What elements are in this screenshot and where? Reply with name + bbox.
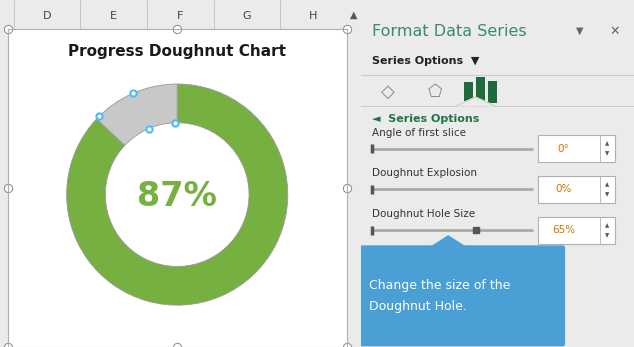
Text: ▲: ▲ <box>605 182 609 187</box>
Text: ◄  Series Options: ◄ Series Options <box>372 114 479 124</box>
FancyBboxPatch shape <box>476 77 485 107</box>
FancyBboxPatch shape <box>538 135 615 162</box>
FancyBboxPatch shape <box>347 245 565 346</box>
Text: ⬠: ⬠ <box>427 83 442 101</box>
Text: ▼: ▼ <box>605 193 609 197</box>
Text: Doughnut Hole Size: Doughnut Hole Size <box>372 210 475 219</box>
Text: G: G <box>243 11 251 21</box>
Text: F: F <box>177 11 183 21</box>
Text: ▲: ▲ <box>350 10 358 20</box>
Text: ▲: ▲ <box>605 141 609 146</box>
Text: Series Options  ▼: Series Options ▼ <box>372 56 479 66</box>
FancyBboxPatch shape <box>538 217 615 244</box>
Text: Doughnut Explosion: Doughnut Explosion <box>372 169 477 178</box>
Wedge shape <box>96 84 177 145</box>
Text: Angle of first slice: Angle of first slice <box>372 128 466 137</box>
Text: ▼: ▼ <box>576 26 583 36</box>
Wedge shape <box>67 84 288 305</box>
Text: Progress Doughnut Chart: Progress Doughnut Chart <box>68 44 286 59</box>
Text: Format Data Series: Format Data Series <box>372 24 526 39</box>
FancyBboxPatch shape <box>463 82 472 102</box>
Text: E: E <box>110 11 117 21</box>
Text: H: H <box>309 11 318 21</box>
Text: D: D <box>43 11 51 21</box>
Text: ▼: ▼ <box>605 152 609 156</box>
Text: 87%: 87% <box>138 180 217 213</box>
Text: ▼: ▼ <box>605 234 609 238</box>
Polygon shape <box>429 236 467 248</box>
FancyBboxPatch shape <box>538 176 615 203</box>
Text: ✕: ✕ <box>610 25 620 38</box>
Text: ▲: ▲ <box>605 223 609 228</box>
Text: Change the size of the
Doughnut Hole.: Change the size of the Doughnut Hole. <box>369 279 510 313</box>
Text: 65%: 65% <box>552 226 575 235</box>
Text: 0°: 0° <box>558 144 569 153</box>
Text: ◇: ◇ <box>381 83 395 101</box>
FancyBboxPatch shape <box>488 81 497 103</box>
Text: 0%: 0% <box>555 185 572 194</box>
Polygon shape <box>456 97 495 106</box>
